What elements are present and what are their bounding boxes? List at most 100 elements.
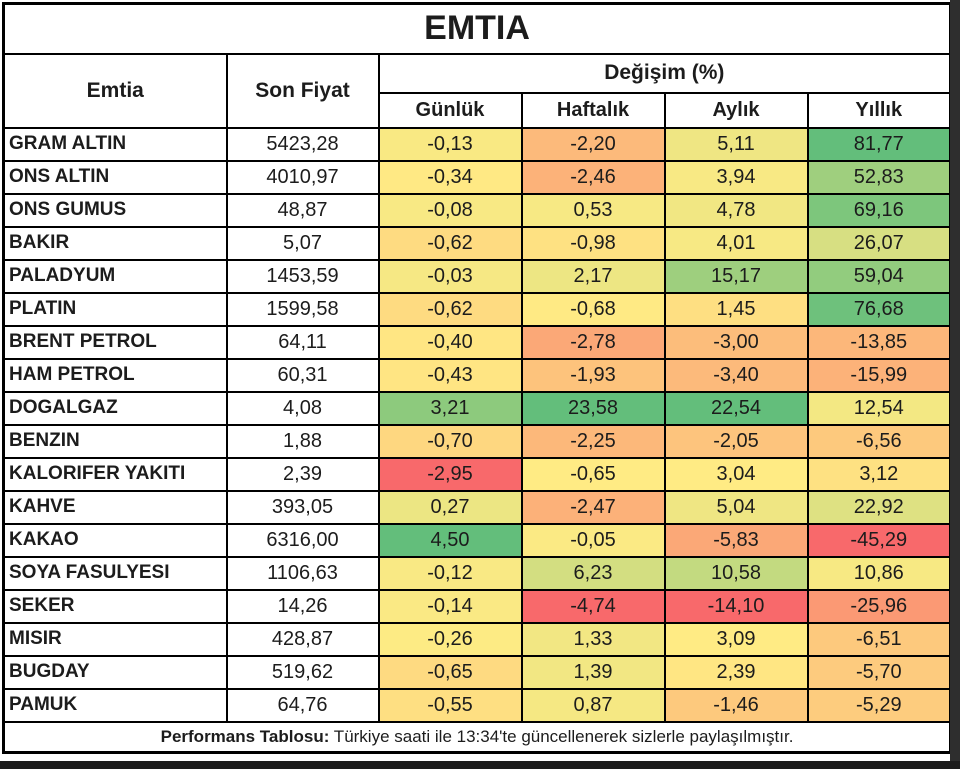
change-monthly: 3,94 bbox=[663, 159, 809, 195]
change-daily: -0,13 bbox=[377, 126, 523, 162]
change-yearly: 3,12 bbox=[806, 456, 952, 492]
table-row: PAMUK 64,76 -0,55 0,87 -1,46 -5,29 bbox=[2, 687, 952, 723]
column-header-gunluk: Günlük bbox=[377, 91, 523, 129]
commodity-name: HAM PETROL bbox=[2, 357, 228, 393]
change-monthly: -1,46 bbox=[663, 687, 809, 723]
change-weekly: 23,58 bbox=[520, 390, 666, 426]
last-price: 4,08 bbox=[225, 390, 380, 426]
last-price: 1106,63 bbox=[225, 555, 380, 591]
commodity-name: PLATIN bbox=[2, 291, 228, 327]
table-row: KAHVE 393,05 0,27 -2,47 5,04 22,92 bbox=[2, 489, 952, 525]
change-monthly: 5,11 bbox=[663, 126, 809, 162]
table-row: BENZIN 1,88 -0,70 -2,25 -2,05 -6,56 bbox=[2, 423, 952, 459]
commodity-name: BAKIR bbox=[2, 225, 228, 261]
change-monthly: -3,00 bbox=[663, 324, 809, 360]
change-yearly: -6,51 bbox=[806, 621, 952, 657]
change-daily: -0,12 bbox=[377, 555, 523, 591]
last-price: 6316,00 bbox=[225, 522, 380, 558]
change-monthly: -3,40 bbox=[663, 357, 809, 393]
change-yearly: 12,54 bbox=[806, 390, 952, 426]
change-yearly: -45,29 bbox=[806, 522, 952, 558]
column-header-aylik: Aylık bbox=[663, 91, 809, 129]
table-row: SOYA FASULYESI 1106,63 -0,12 6,23 10,58 … bbox=[2, 555, 952, 591]
column-header-haftalik: Haftalık bbox=[520, 91, 666, 129]
change-yearly: -25,96 bbox=[806, 588, 952, 624]
change-daily: -0,43 bbox=[377, 357, 523, 393]
column-header-emtia: Emtia bbox=[2, 52, 228, 129]
change-weekly: 6,23 bbox=[520, 555, 666, 591]
change-monthly: 1,45 bbox=[663, 291, 809, 327]
change-weekly: -2,47 bbox=[520, 489, 666, 525]
last-price: 1,88 bbox=[225, 423, 380, 459]
table-row: GRAM ALTIN 5423,28 -0,13 -2,20 5,11 81,7… bbox=[2, 126, 952, 162]
change-monthly: 4,78 bbox=[663, 192, 809, 228]
change-daily: 0,27 bbox=[377, 489, 523, 525]
change-weekly: -1,93 bbox=[520, 357, 666, 393]
column-header-yillik: Yıllık bbox=[806, 91, 952, 129]
last-price: 14,26 bbox=[225, 588, 380, 624]
change-daily: -0,14 bbox=[377, 588, 523, 624]
last-price: 64,11 bbox=[225, 324, 380, 360]
table-row: BAKIR 5,07 -0,62 -0,98 4,01 26,07 bbox=[2, 225, 952, 261]
change-weekly: -2,25 bbox=[520, 423, 666, 459]
change-daily: -0,26 bbox=[377, 621, 523, 657]
change-yearly: 52,83 bbox=[806, 159, 952, 195]
commodity-name: KAKAO bbox=[2, 522, 228, 558]
column-header-degisim: Değişim (%) bbox=[377, 52, 952, 94]
change-monthly: 3,09 bbox=[663, 621, 809, 657]
change-monthly: -2,05 bbox=[663, 423, 809, 459]
change-weekly: 0,53 bbox=[520, 192, 666, 228]
table-row: PALADYUM 1453,59 -0,03 2,17 15,17 59,04 bbox=[2, 258, 952, 294]
column-header-son-fiyat: Son Fiyat bbox=[225, 52, 380, 129]
change-weekly: -0,68 bbox=[520, 291, 666, 327]
change-yearly: 81,77 bbox=[806, 126, 952, 162]
commodity-name: BENZIN bbox=[2, 423, 228, 459]
change-daily: -0,65 bbox=[377, 654, 523, 690]
table-row: ONS ALTIN 4010,97 -0,34 -2,46 3,94 52,83 bbox=[2, 159, 952, 195]
commodity-name: SEKER bbox=[2, 588, 228, 624]
last-price: 5,07 bbox=[225, 225, 380, 261]
table-row: KALORIFER YAKITI 2,39 -2,95 -0,65 3,04 3… bbox=[2, 456, 952, 492]
change-weekly: -2,78 bbox=[520, 324, 666, 360]
change-yearly: 26,07 bbox=[806, 225, 952, 261]
commodity-name: MISIR bbox=[2, 621, 228, 657]
last-price: 1453,59 bbox=[225, 258, 380, 294]
commodity-name: ONS GUMUS bbox=[2, 192, 228, 228]
change-yearly: 69,16 bbox=[806, 192, 952, 228]
change-daily: -0,40 bbox=[377, 324, 523, 360]
change-weekly: -0,65 bbox=[520, 456, 666, 492]
change-daily: -0,34 bbox=[377, 159, 523, 195]
change-weekly: -2,20 bbox=[520, 126, 666, 162]
commodity-name: GRAM ALTIN bbox=[2, 126, 228, 162]
last-price: 428,87 bbox=[225, 621, 380, 657]
change-daily: -0,55 bbox=[377, 687, 523, 723]
change-yearly: -5,70 bbox=[806, 654, 952, 690]
table-row: BUGDAY 519,62 -0,65 1,39 2,39 -5,70 bbox=[2, 654, 952, 690]
change-weekly: -0,98 bbox=[520, 225, 666, 261]
change-weekly: -0,05 bbox=[520, 522, 666, 558]
change-monthly: 2,39 bbox=[663, 654, 809, 690]
change-monthly: 3,04 bbox=[663, 456, 809, 492]
change-weekly: 2,17 bbox=[520, 258, 666, 294]
commodity-name: ONS ALTIN bbox=[2, 159, 228, 195]
change-daily: -0,70 bbox=[377, 423, 523, 459]
change-monthly: 22,54 bbox=[663, 390, 809, 426]
change-yearly: -13,85 bbox=[806, 324, 952, 360]
performance-note-label: Performans Tablosu: bbox=[160, 726, 330, 746]
table-row: DOGALGAZ 4,08 3,21 23,58 22,54 12,54 bbox=[2, 390, 952, 426]
last-price: 5423,28 bbox=[225, 126, 380, 162]
change-daily: 4,50 bbox=[377, 522, 523, 558]
right-edge-strip bbox=[950, 0, 960, 769]
change-daily: -0,62 bbox=[377, 225, 523, 261]
commodity-name: BRENT PETROL bbox=[2, 324, 228, 360]
table-row: PLATIN 1599,58 -0,62 -0,68 1,45 76,68 bbox=[2, 291, 952, 327]
change-monthly: -5,83 bbox=[663, 522, 809, 558]
last-price: 2,39 bbox=[225, 456, 380, 492]
change-daily: -0,08 bbox=[377, 192, 523, 228]
change-weekly: 0,87 bbox=[520, 687, 666, 723]
table-row: ONS GUMUS 48,87 -0,08 0,53 4,78 69,16 bbox=[2, 192, 952, 228]
change-monthly: 10,58 bbox=[663, 555, 809, 591]
change-monthly: -14,10 bbox=[663, 588, 809, 624]
table-row: KAKAO 6316,00 4,50 -0,05 -5,83 -45,29 bbox=[2, 522, 952, 558]
